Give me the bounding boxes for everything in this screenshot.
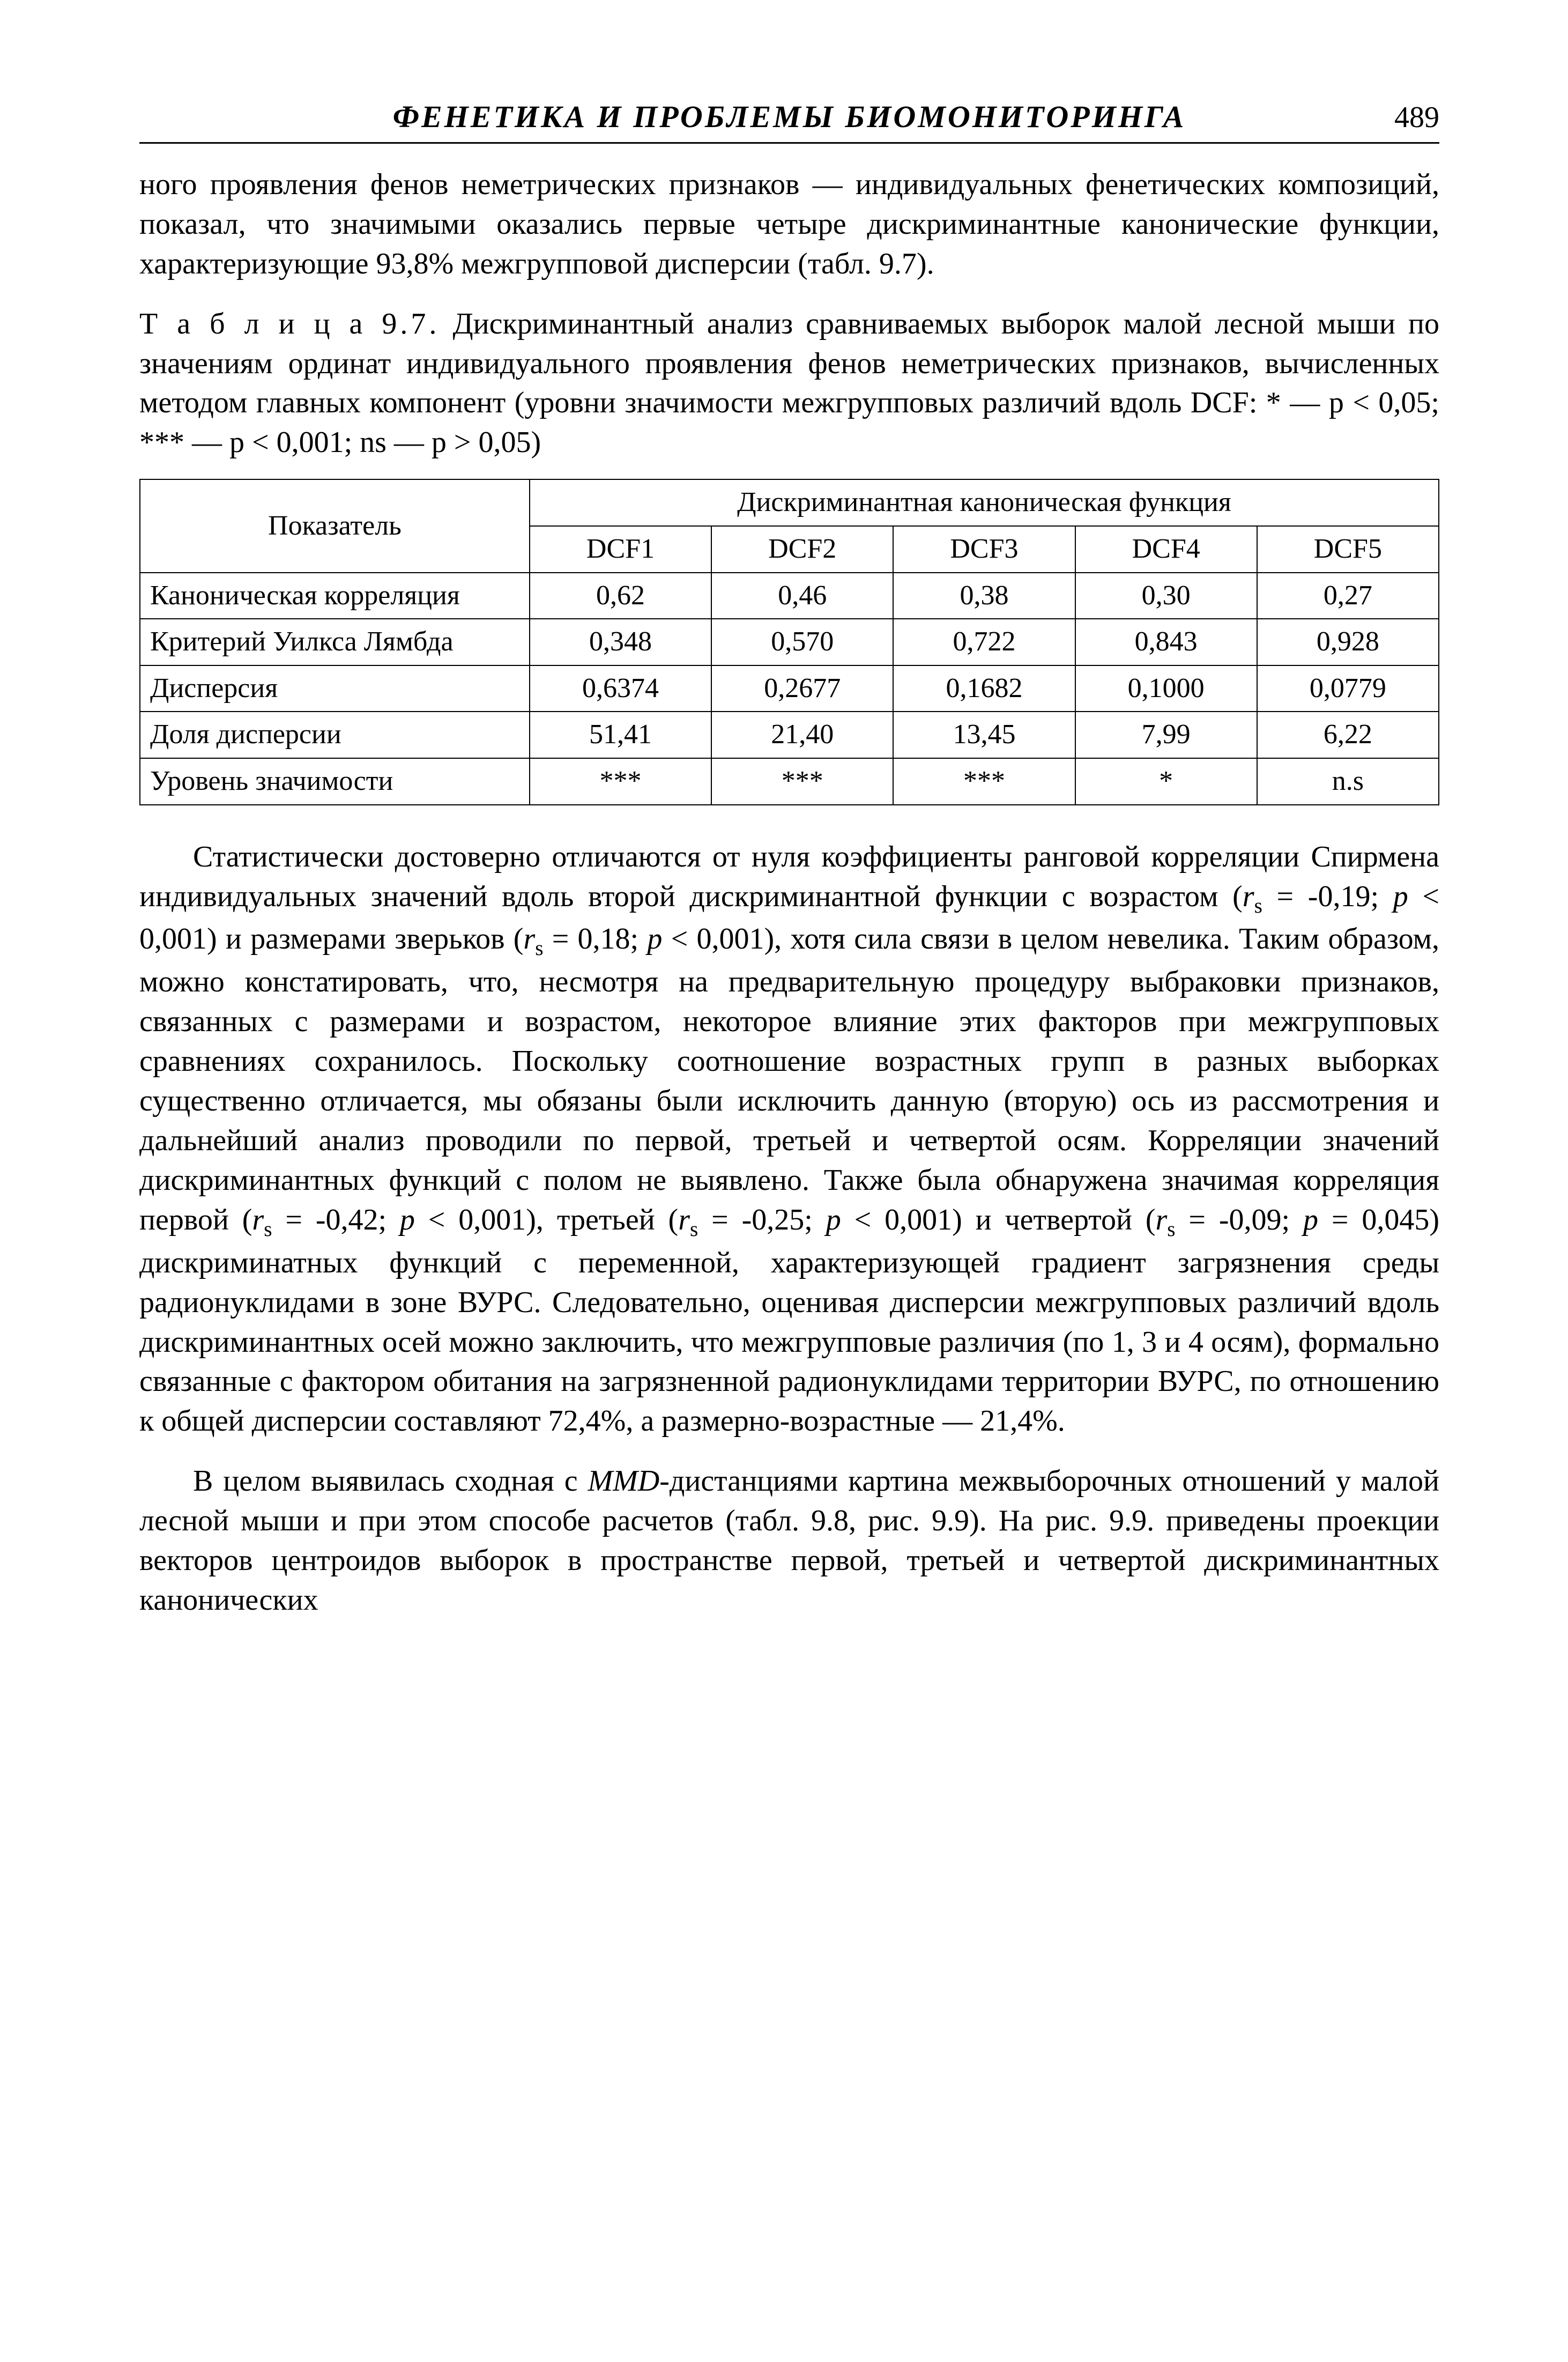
dcf-table: Показатель Дискриминантная каноническая …	[139, 479, 1439, 805]
cell: 51,41	[530, 712, 711, 758]
table-head: Показатель Дискриминантная каноническая …	[140, 479, 1439, 572]
row-label: Критерий Уилкса Лямбда	[140, 619, 530, 665]
cell: 0,0779	[1257, 665, 1439, 712]
cell: 0,30	[1075, 573, 1257, 619]
table-row: Показатель Дискриминантная каноническая …	[140, 479, 1439, 526]
cell: 21,40	[711, 712, 893, 758]
row-label: Дисперсия	[140, 665, 530, 712]
cell: ***	[530, 758, 711, 805]
col-header: DCF5	[1257, 526, 1439, 573]
cell: n.s	[1257, 758, 1439, 805]
row-label: Доля дисперсии	[140, 712, 530, 758]
col-header-group: Дискриминантная каноническая функция	[530, 479, 1439, 526]
table-row: Каноническая корреляция 0,62 0,46 0,38 0…	[140, 573, 1439, 619]
paragraph-continuation: ного проявления фенов неметрических приз…	[139, 165, 1439, 284]
table-row: Уровень значимости *** *** *** * n.s	[140, 758, 1439, 805]
col-header: DCF4	[1075, 526, 1257, 573]
cell: 0,38	[893, 573, 1075, 619]
cell: 13,45	[893, 712, 1075, 758]
cell: 0,348	[530, 619, 711, 665]
cell: 0,62	[530, 573, 711, 619]
cell: 0,843	[1075, 619, 1257, 665]
table-row: Дисперсия 0,6374 0,2677 0,1682 0,1000 0,…	[140, 665, 1439, 712]
table-row: Критерий Уилкса Лямбда 0,348 0,570 0,722…	[140, 619, 1439, 665]
cell: 7,99	[1075, 712, 1257, 758]
table-row: Доля дисперсии 51,41 21,40 13,45 7,99 6,…	[140, 712, 1439, 758]
col-header: DCF3	[893, 526, 1075, 573]
cell: ***	[893, 758, 1075, 805]
row-label: Уровень значимости	[140, 758, 530, 805]
cell: 0,6374	[530, 665, 711, 712]
running-head: ФЕНЕТИКА И ПРОБЛЕМЫ БИОМОНИТОРИНГА 489	[139, 97, 1439, 144]
row-label: Каноническая корреляция	[140, 573, 530, 619]
running-title: ФЕНЕТИКА И ПРОБЛЕМЫ БИОМОНИТОРИНГА	[225, 97, 1354, 138]
cell: ***	[711, 758, 893, 805]
cell: 0,2677	[711, 665, 893, 712]
cell: 0,1682	[893, 665, 1075, 712]
col-header: DCF2	[711, 526, 893, 573]
paragraph-body-2: В целом выявилась сходная с MMD-дистанци…	[139, 1462, 1439, 1620]
table-caption: Т а б л и ц а 9.7. Дискриминантный анали…	[139, 305, 1439, 463]
col-header: DCF1	[530, 526, 711, 573]
paragraph-body-1: Статистически достоверно отличаются от н…	[139, 838, 1439, 1442]
cell: 0,46	[711, 573, 893, 619]
page: ФЕНЕТИКА И ПРОБЛЕМЫ БИОМОНИТОРИНГА 489 н…	[0, 0, 1568, 2362]
table-body: Каноническая корреляция 0,62 0,46 0,38 0…	[140, 573, 1439, 805]
cell: 0,27	[1257, 573, 1439, 619]
cell: 0,722	[893, 619, 1075, 665]
table-caption-lead: Т а б л и ц а 9.7.	[139, 307, 440, 340]
cell: *	[1075, 758, 1257, 805]
cell: 0,928	[1257, 619, 1439, 665]
cell: 6,22	[1257, 712, 1439, 758]
col-header-indicator: Показатель	[140, 479, 530, 572]
page-number: 489	[1354, 98, 1439, 138]
cell: 0,570	[711, 619, 893, 665]
cell: 0,1000	[1075, 665, 1257, 712]
